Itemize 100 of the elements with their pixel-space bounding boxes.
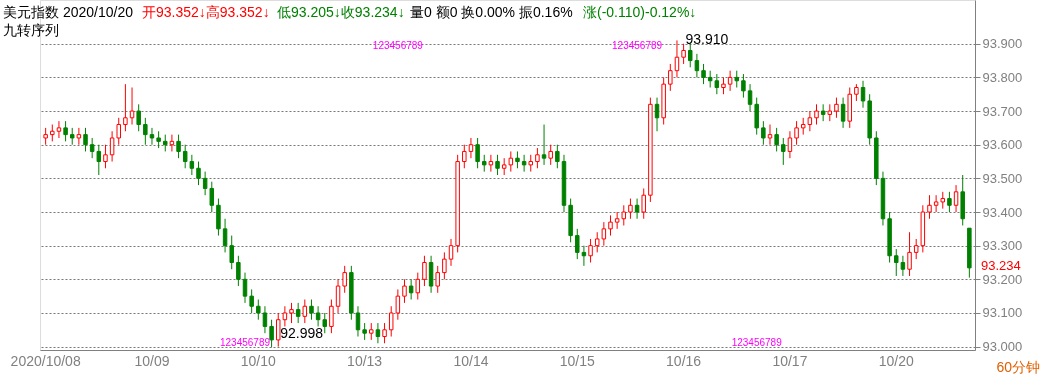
candlestick xyxy=(860,80,866,109)
candlestick xyxy=(894,248,899,277)
candlestick xyxy=(143,117,148,146)
candlestick xyxy=(555,144,560,169)
candlestick xyxy=(727,70,733,92)
candlestick xyxy=(422,255,427,287)
candlestick xyxy=(222,218,228,253)
candlestick xyxy=(309,299,314,321)
candlestick xyxy=(249,288,254,314)
annotation: 93.910 xyxy=(685,31,729,47)
x-tick-label: 10/17 xyxy=(772,352,808,369)
candlestick xyxy=(269,319,274,348)
candlestick xyxy=(329,299,334,334)
candlestick xyxy=(468,137,474,159)
candlestick xyxy=(375,322,381,344)
y-tick-label: 93.700 xyxy=(982,103,1023,119)
candlestick xyxy=(402,278,407,304)
candlestick xyxy=(408,278,414,301)
candlestick xyxy=(781,137,786,166)
candlestick xyxy=(129,87,135,126)
candlestick xyxy=(681,43,686,65)
annotation: 低93.205↓收93.234↓ xyxy=(277,4,405,20)
x-tick-label: 2020/10/08 xyxy=(10,352,81,369)
candlestick xyxy=(196,161,201,186)
x-tick-label: 10/10 xyxy=(240,352,277,369)
candlestick xyxy=(535,147,540,169)
candlestick xyxy=(355,305,361,338)
x-tick-label: 10/14 xyxy=(453,352,489,369)
candlestick xyxy=(216,198,221,237)
candlestick xyxy=(109,130,115,163)
candlestick xyxy=(634,198,640,220)
candlestick xyxy=(900,255,906,277)
text: 60分钟 xyxy=(996,359,1040,375)
candlestick xyxy=(741,73,746,99)
candlestick xyxy=(767,124,773,146)
annotation: 92.998 xyxy=(280,325,324,341)
candlestick xyxy=(435,265,440,294)
annotation: 美元指数 2020/10/20 xyxy=(3,4,134,20)
candlestick xyxy=(907,231,912,277)
candlestick xyxy=(668,63,673,92)
y-tick-label: 93.800 xyxy=(982,69,1023,85)
candlestick xyxy=(834,97,839,119)
y-tick-label: 93.000 xyxy=(982,339,1023,355)
candlestick xyxy=(448,238,454,267)
candlestick xyxy=(256,299,261,321)
y-tick-label: 93.600 xyxy=(982,137,1023,153)
candlestick xyxy=(289,302,294,324)
y-tick-label: 93.400 xyxy=(982,204,1023,220)
x-tick-label: 10/20 xyxy=(878,352,914,369)
y-tick-label: 93.500 xyxy=(982,170,1023,186)
candlestick xyxy=(229,235,234,270)
candlestick xyxy=(56,120,62,139)
candlestick xyxy=(953,184,959,213)
candlestick xyxy=(608,214,613,237)
candlestick xyxy=(794,120,799,146)
y-tick-label: 93.900 xyxy=(982,36,1023,52)
candlestick xyxy=(628,198,633,220)
candlestick xyxy=(236,255,241,287)
candlestick xyxy=(840,97,846,129)
candlestick xyxy=(262,305,268,334)
candlestick xyxy=(747,83,753,112)
x-tick-label: 10/09 xyxy=(134,352,170,369)
candlestick xyxy=(342,265,347,294)
annotation: 开93.352↓高93.352↓ xyxy=(142,4,270,20)
candlestick xyxy=(495,154,500,176)
candlestick xyxy=(521,154,527,173)
candlestick xyxy=(149,127,155,146)
candlestick xyxy=(382,322,387,344)
candlestick xyxy=(116,117,121,146)
x-tick-label: 10/16 xyxy=(666,352,702,369)
candlestick xyxy=(701,63,706,85)
annotation: 涨(-0.110)-0.12%↓ xyxy=(583,4,697,20)
candlestick xyxy=(83,127,88,152)
candlestick xyxy=(462,144,467,169)
annotation: 量0 额0 换0.00% 振0.16% xyxy=(410,4,573,20)
y-tick-label: 93.300 xyxy=(982,238,1023,254)
candlestick xyxy=(761,120,766,146)
candlestick xyxy=(295,302,301,324)
candlestick xyxy=(575,228,580,260)
annotation: 123456789 xyxy=(372,40,424,51)
candlestick xyxy=(947,191,952,213)
candlestick xyxy=(136,103,141,132)
candlestick xyxy=(123,83,128,132)
candlestick xyxy=(302,299,308,324)
candlestick xyxy=(787,130,793,159)
candlestick xyxy=(488,154,494,173)
annotation: 123456789 xyxy=(612,40,663,51)
candlestick xyxy=(76,127,82,146)
candlestick xyxy=(641,187,646,220)
candlestick xyxy=(814,103,819,126)
candlestick xyxy=(63,120,68,142)
x-tick-label: 10/13 xyxy=(347,352,383,369)
y-tick-label: 93.200 xyxy=(982,271,1023,287)
candlestick xyxy=(242,272,248,304)
annotation: 九转序列 xyxy=(3,22,59,38)
text: 93.234 xyxy=(981,258,1021,273)
x-tick-label: 10/15 xyxy=(559,352,595,369)
y-tick-label: 93.100 xyxy=(982,305,1023,321)
candlestick xyxy=(774,127,779,152)
candlestick xyxy=(548,144,553,166)
